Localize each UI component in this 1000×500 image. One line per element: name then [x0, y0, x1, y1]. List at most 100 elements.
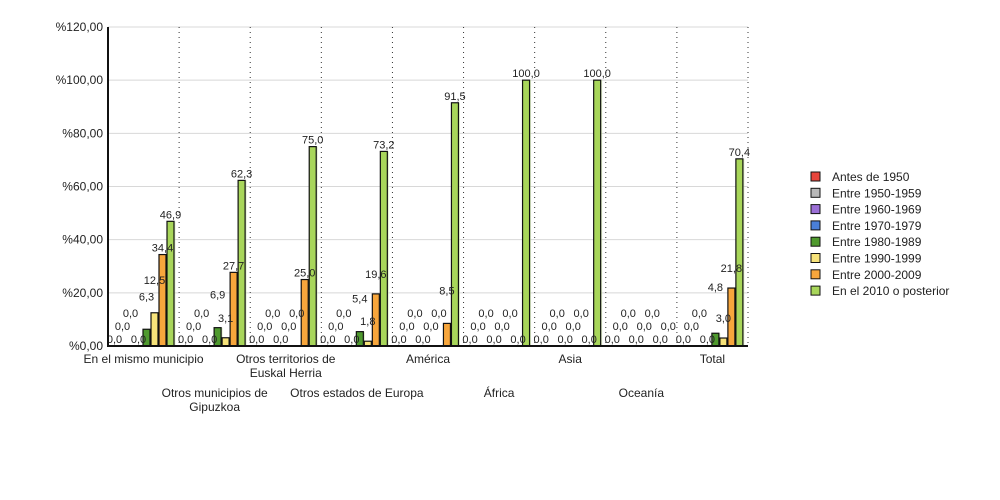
- legend-label: Entre 1970-1979: [832, 219, 922, 233]
- data-label: 0,0: [645, 308, 660, 320]
- data-label: 0,0: [265, 308, 280, 320]
- data-label: 0,0: [470, 321, 485, 333]
- data-label: 0,0: [415, 334, 430, 346]
- data-label: 0,0: [621, 308, 636, 320]
- data-label: 0,0: [637, 321, 652, 333]
- data-label: 62,3: [231, 168, 252, 180]
- y-tick-label: %40,00: [62, 233, 103, 247]
- legend-swatch: [810, 285, 821, 296]
- legend-label: Entre 1990-1999: [832, 252, 922, 266]
- data-label: 75,0: [302, 135, 323, 147]
- y-tick-label: %20,00: [62, 286, 103, 300]
- data-label: 0,0: [478, 308, 493, 320]
- data-label: 0,0: [273, 334, 288, 346]
- data-label: 0,0: [186, 321, 201, 333]
- legend-swatch: [810, 171, 821, 182]
- data-label: 0,0: [582, 334, 597, 346]
- legend-swatch: [810, 253, 821, 263]
- x-tick-label: Oceanía: [618, 386, 665, 400]
- data-label: 0,0: [613, 321, 628, 333]
- data-label: 0,0: [566, 321, 581, 333]
- bar: [442, 322, 452, 347]
- data-label: 0,0: [131, 334, 146, 346]
- data-label: 0,0: [494, 321, 509, 333]
- data-label: 46,9: [160, 209, 181, 221]
- data-label: 0,0: [289, 308, 304, 320]
- data-label: 0,0: [194, 308, 209, 320]
- data-label: 0,0: [328, 321, 343, 333]
- x-tick-label: Asia: [558, 352, 582, 366]
- legend-label: Entre 1980-1989: [832, 235, 922, 249]
- data-label: 19,6: [365, 269, 386, 281]
- data-label: 27,7: [223, 260, 244, 272]
- legend-label: Entre 1960-1969: [832, 203, 922, 217]
- y-tick-label: %120,00: [56, 20, 104, 34]
- data-label: 0,0: [431, 308, 446, 320]
- data-label: 0,0: [510, 334, 525, 346]
- x-tick-label: África: [483, 386, 515, 400]
- data-label: 0,0: [574, 308, 589, 320]
- data-label: 0,0: [534, 334, 549, 346]
- data-label: 0,0: [249, 334, 264, 346]
- legend-swatch: [810, 269, 821, 280]
- x-tick-label: Otros estados de Europa: [290, 386, 424, 400]
- data-label: 0,0: [550, 308, 565, 320]
- data-label: 0,0: [344, 334, 359, 346]
- bar: [221, 337, 230, 347]
- data-label: 100,0: [583, 68, 611, 80]
- bar: [450, 102, 460, 347]
- data-label: 0,0: [692, 308, 707, 320]
- legend-label: Entre 2000-2009: [832, 268, 922, 282]
- data-label: 21,8: [721, 263, 742, 275]
- y-tick-label: %60,00: [62, 180, 103, 194]
- data-label: 4,8: [708, 282, 723, 294]
- data-label: 6,3: [139, 291, 154, 303]
- data-label: 1,8: [360, 316, 375, 328]
- bar: [308, 146, 317, 347]
- x-tick-label: Total: [699, 352, 726, 366]
- y-tick-label: %0,00: [69, 339, 103, 353]
- data-label: 0,0: [407, 308, 422, 320]
- bar: [379, 150, 388, 347]
- bar: [735, 158, 744, 347]
- x-tick-label: América: [405, 352, 450, 366]
- data-label: 0,0: [257, 321, 272, 333]
- data-label: 0,0: [281, 321, 296, 333]
- data-label: 70,4: [729, 147, 750, 159]
- data-label: 0,0: [462, 334, 477, 346]
- data-label: 0,0: [676, 334, 691, 346]
- x-tick-label: Otros municipios de Gipuzkoa: [161, 386, 268, 414]
- data-label: 5,4: [352, 294, 367, 306]
- data-label: 0,0: [486, 334, 501, 346]
- data-label: 25,0: [294, 268, 315, 280]
- legend-label: Antes de 1950: [832, 170, 910, 184]
- data-label: 0,0: [391, 334, 406, 346]
- legend-swatch: [810, 187, 821, 198]
- data-label: 0,0: [653, 334, 668, 346]
- data-label: 0,0: [123, 308, 138, 320]
- data-label: 0,0: [629, 334, 644, 346]
- data-label: 0,0: [558, 334, 573, 346]
- data-label: 0,0: [336, 308, 351, 320]
- data-label: 0,0: [605, 334, 620, 346]
- data-label: 6,9: [210, 290, 225, 302]
- bar: [593, 79, 602, 347]
- legend-swatch: [810, 204, 821, 215]
- data-label: 0,0: [542, 321, 557, 333]
- data-label: 3,1: [218, 313, 233, 325]
- data-label: 0,0: [115, 321, 130, 333]
- legend-swatch: [810, 236, 821, 247]
- bar: [719, 337, 728, 347]
- bar: [229, 271, 238, 347]
- data-label: 100,0: [512, 68, 540, 80]
- legend-label: Entre 1950-1959: [832, 186, 922, 200]
- data-label: 0,0: [178, 334, 193, 346]
- data-label: 91,5: [444, 91, 465, 103]
- bar: [166, 220, 175, 347]
- legend-label: En el 2010 o posterior: [832, 284, 949, 298]
- data-label: 0,0: [320, 334, 335, 346]
- data-label: 0,0: [399, 321, 414, 333]
- bar: [150, 312, 159, 347]
- data-label: 73,2: [373, 139, 394, 151]
